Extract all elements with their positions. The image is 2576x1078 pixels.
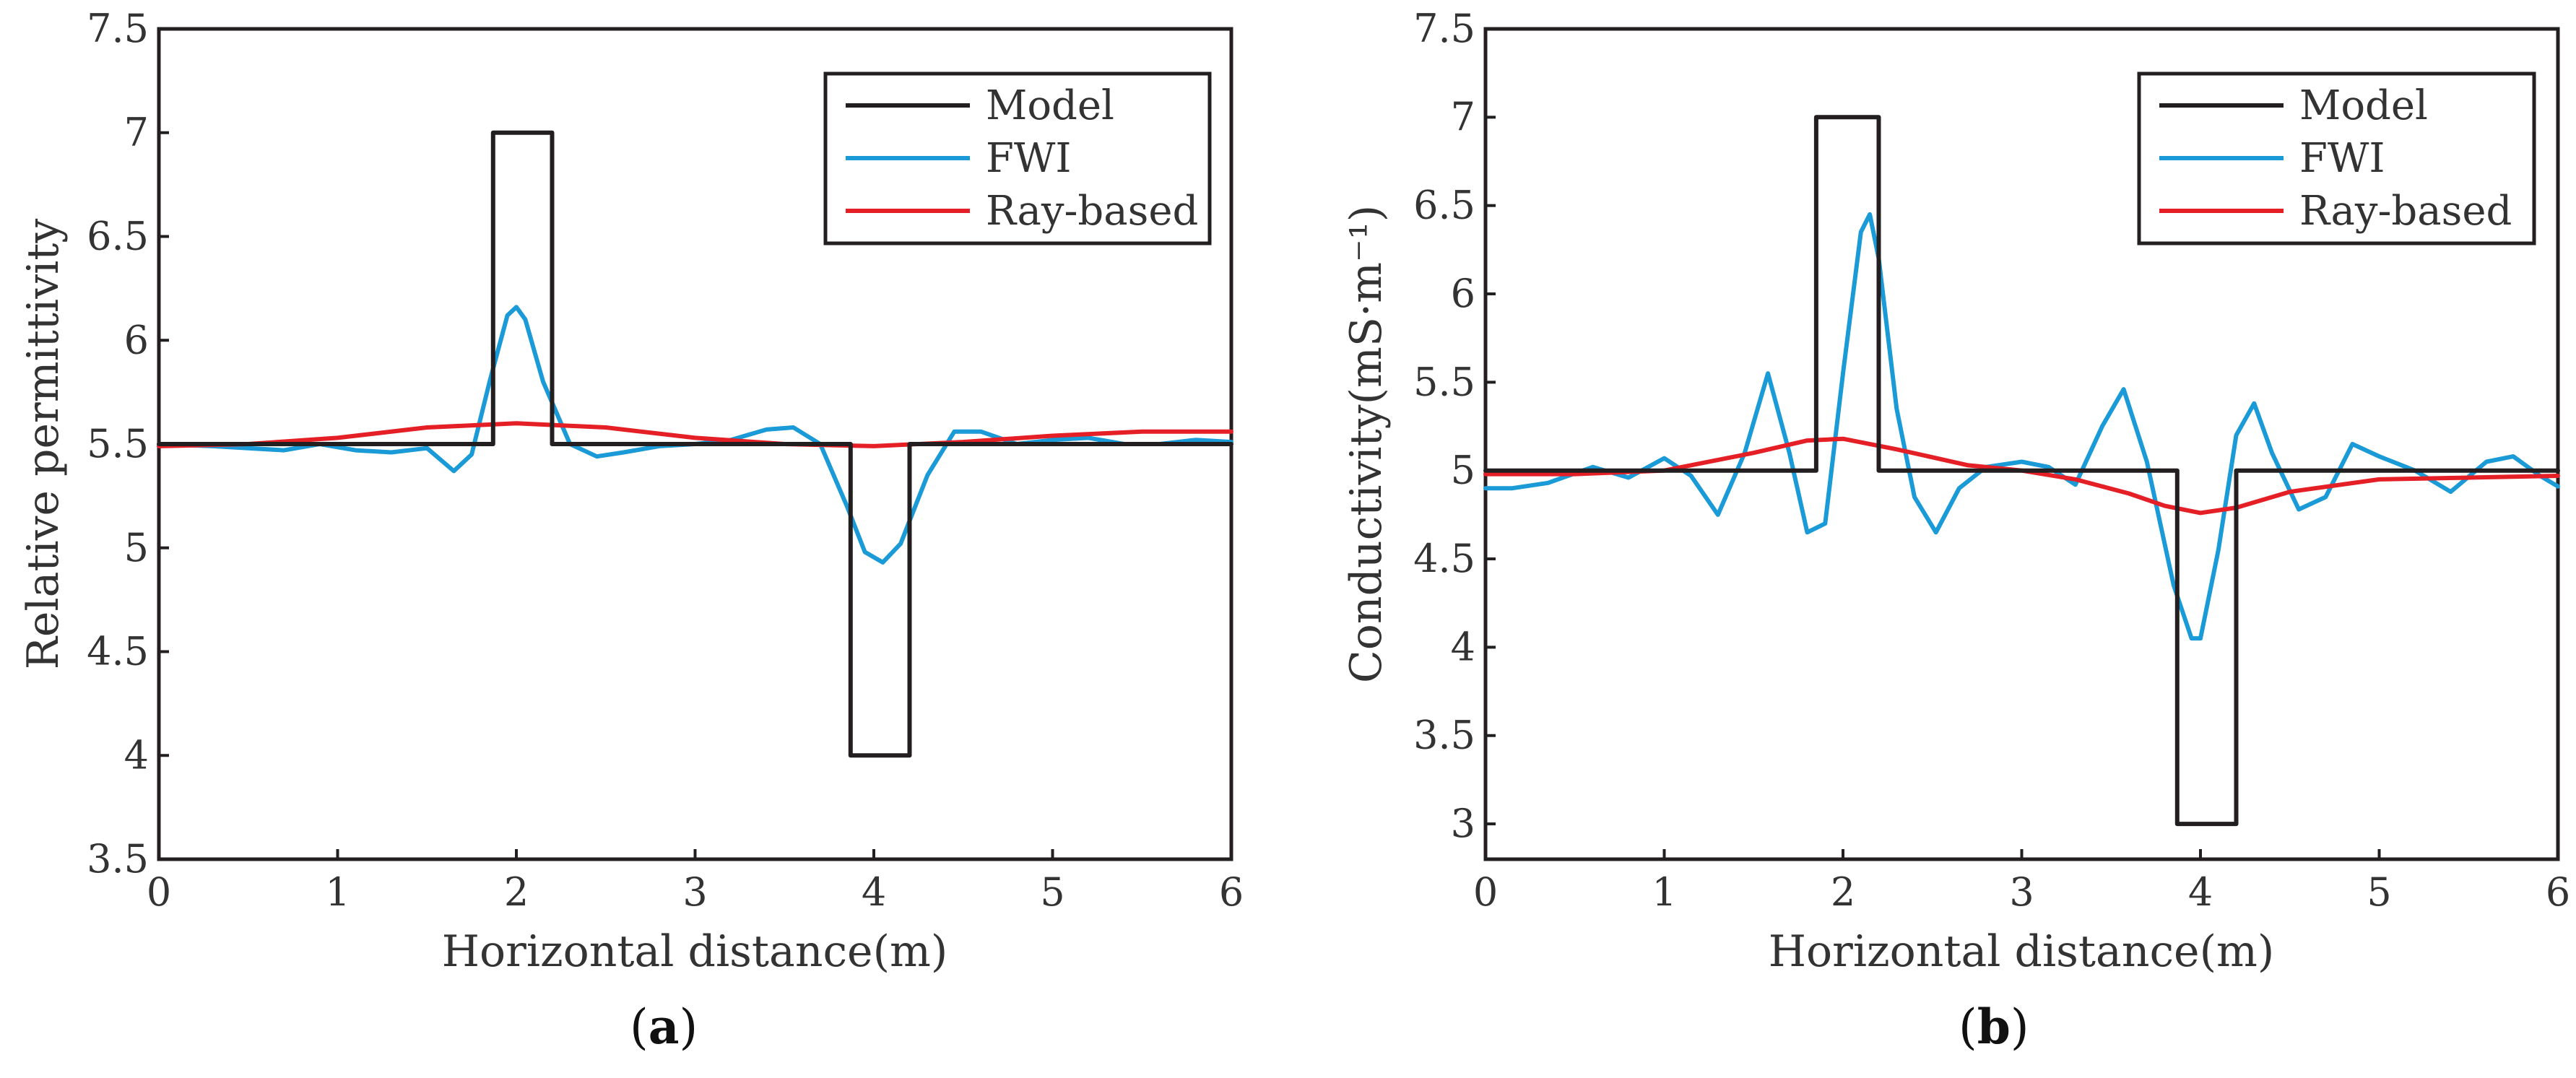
y-tick-label: 7.5	[87, 6, 149, 51]
x-tick-label: 5	[2367, 869, 2391, 915]
x-tick-label: 3	[682, 869, 707, 915]
y-tick-label: 5.5	[87, 421, 149, 466]
y-tick-label: 3.5	[87, 836, 149, 882]
y-tick-label: 3	[1451, 801, 1475, 846]
series-line-model	[1483, 115, 2560, 827]
x-axis-label: Horizontal distance(m)	[1769, 926, 2275, 977]
x-tick-label: 1	[325, 869, 350, 915]
y-axis-label: Conductivity(mS·m⁻¹)	[1341, 205, 1392, 683]
y-tick-label: 5.5	[1413, 359, 1475, 404]
x-tick-label: 1	[1652, 869, 1676, 915]
x-tick-label: 2	[504, 869, 529, 915]
y-tick-label: 6	[1451, 271, 1475, 316]
x-tick-label: 4	[862, 869, 886, 915]
panel-label: (b)	[1959, 999, 2029, 1055]
series-line-fwi	[1483, 212, 2560, 641]
legend-entry: Model	[2299, 82, 2428, 129]
x-tick-label: 2	[1831, 869, 1855, 915]
y-tick-label: 4.5	[87, 629, 149, 674]
y-tick-label: 6.5	[87, 214, 149, 259]
legend: Model FWI Ray-based	[823, 71, 1212, 245]
chart-panel-a: Horizontal distance(m) Relative permitti…	[18, 6, 1244, 1055]
chart-panel-b: Horizontal distance(m) Conductivity(mS·m…	[1341, 6, 2570, 1055]
y-tick-label: 4	[124, 732, 149, 778]
panel-label: (a)	[630, 999, 698, 1055]
y-tick-label: 7.5	[1413, 6, 1475, 51]
x-tick-label: 5	[1040, 869, 1064, 915]
series-line-model	[157, 130, 1233, 758]
x-tick-label: 6	[1219, 869, 1244, 915]
y-tick-label: 5	[124, 525, 149, 570]
x-tick-label: 3	[2009, 869, 2034, 915]
series-line-ray-based	[1483, 436, 2560, 516]
y-tick-label: 7	[1451, 94, 1475, 139]
legend: Model FWI Ray-based	[2137, 71, 2536, 245]
x-tick-label: 0	[1473, 869, 1498, 915]
legend-entry: FWI	[2299, 135, 2385, 182]
y-tick-label: 5	[1451, 448, 1475, 493]
x-tick-label: 4	[2188, 869, 2213, 915]
series-line-ray-based	[157, 421, 1233, 448]
legend-entry: Model	[986, 82, 1114, 129]
x-tick-label: 6	[2546, 869, 2570, 915]
y-tick-label: 3.5	[1413, 713, 1475, 758]
y-tick-label: 6	[124, 317, 149, 362]
y-tick-label: 4	[1451, 624, 1475, 669]
y-tick-label: 6.5	[1413, 183, 1475, 228]
legend-entry: Ray-based	[986, 188, 1198, 235]
y-axis-label: Relative permittivity	[18, 219, 69, 670]
y-tick-label: 4.5	[1413, 536, 1475, 581]
y-tick-label: 7	[124, 110, 149, 155]
legend-entry: Ray-based	[2299, 188, 2512, 235]
x-axis-label: Horizontal distance(m)	[442, 926, 948, 977]
legend-entry: FWI	[986, 135, 1072, 182]
x-tick-label: 0	[147, 869, 171, 915]
